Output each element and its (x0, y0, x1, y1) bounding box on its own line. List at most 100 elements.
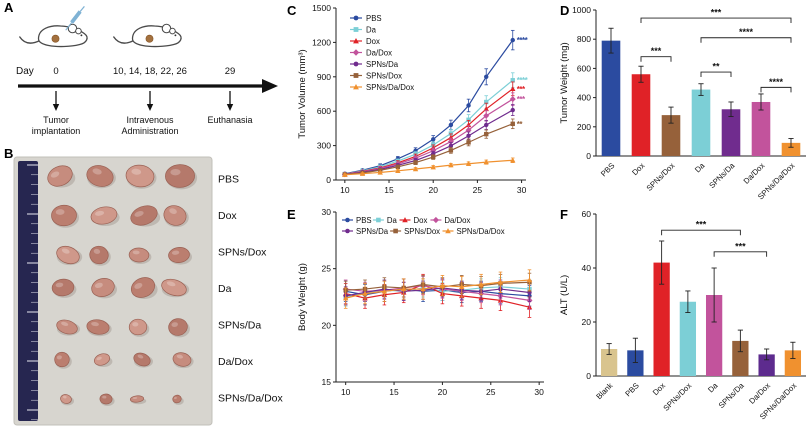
svg-text:10: 10 (341, 387, 351, 397)
legend-item-Da: Da (350, 26, 377, 35)
mouse-tail (19, 36, 41, 44)
tumor-specimen (165, 164, 195, 188)
tumor-specimen (51, 204, 77, 227)
significance-stars: **** (517, 36, 529, 45)
svg-text:15: 15 (322, 377, 332, 387)
timeline-arrowhead (262, 79, 278, 93)
svg-text:SPNs/Da: SPNs/Da (356, 227, 389, 236)
tumor-row-label: SPNs/Da/Dox (218, 393, 284, 405)
svg-text:25: 25 (473, 185, 483, 195)
event-label: implantation (32, 126, 81, 136)
day-value: 0 (53, 66, 58, 77)
tumor-specimen (60, 394, 72, 404)
significance-stars: *** (651, 46, 662, 56)
significance-stars: *** (517, 85, 526, 94)
tumor-specimen (133, 352, 151, 367)
tumor-specimen (56, 245, 80, 265)
tumor-dot (145, 34, 154, 43)
svg-text:20: 20 (438, 387, 448, 397)
svg-text:20: 20 (582, 317, 592, 327)
x-category-label: Da (706, 381, 720, 395)
tumor-specimen (86, 319, 110, 335)
event-label: Administration (121, 126, 178, 136)
mouse-ear (75, 27, 82, 35)
significance-bracket (713, 251, 768, 257)
svg-text:40: 40 (582, 263, 592, 273)
tumor-row-label: Da/Dox (218, 356, 254, 368)
bar-Da/Dox (758, 348, 775, 376)
panel-b-tumor-photo: PBS Dox SPNs/Dox Da SPNs/Da Da/Dox SPNs/Da/Dox (13, 156, 284, 426)
bar-Da (705, 267, 723, 376)
event-arrowhead (146, 104, 154, 111)
tumor-specimen (54, 351, 70, 368)
bar-PBS (601, 27, 621, 156)
tumor-specimen (130, 205, 158, 226)
mouse-icon (19, 5, 88, 48)
x-category-label: PBS (623, 381, 640, 398)
bar-SPNs/Da/Dox (781, 138, 801, 156)
significance-bracket (640, 17, 792, 24)
significance-bracket (760, 86, 792, 93)
significance-stars: **** (769, 77, 784, 87)
svg-text:300: 300 (317, 141, 331, 151)
panel-d-tumor-weight-chart: 0 200 400 600 800 1000 Tumor Weight (mg) PBS Dox… (559, 5, 806, 201)
svg-text:600: 600 (317, 106, 331, 116)
tumor-specimen (125, 164, 155, 188)
bar-SPNs/Da (721, 101, 741, 156)
tumor-specimen (172, 352, 192, 367)
svg-text:600: 600 (577, 63, 591, 73)
panel-e-label: E (287, 207, 296, 222)
bar-Da/Dox (751, 93, 771, 156)
panel-c-label: C (287, 3, 297, 18)
syringe-icon (65, 5, 85, 31)
axes (335, 212, 544, 383)
svg-text:SPNs/Dox: SPNs/Dox (404, 227, 440, 236)
x-category-label: Da/Dox (742, 161, 767, 186)
legend-item-Dox: Dox (350, 37, 380, 46)
panel-c-tumor-volume-chart: 0 300 600 900 1200 1500 10 15 20 25 30 Tumor Volume… (297, 3, 529, 195)
svg-text:1200: 1200 (312, 37, 331, 47)
significance-stars: *** (735, 241, 746, 251)
tumor-row-label: Dox (218, 210, 237, 222)
svg-text:15: 15 (384, 185, 394, 195)
significance-stars: ** (517, 120, 524, 129)
event-arrowhead (52, 104, 60, 111)
svg-text:30: 30 (534, 387, 544, 397)
x-category-label: SPNs/Dox (645, 161, 677, 193)
tumor-specimen (47, 165, 73, 187)
significance-stars: *** (517, 95, 526, 104)
x-category-label: Dox (630, 161, 646, 177)
tumor-specimen (130, 277, 156, 298)
bar-SPNs/Dox (661, 106, 681, 156)
bar-PBS (627, 337, 644, 376)
event-label: Euthanasia (207, 115, 252, 125)
tumor-specimen (128, 318, 148, 336)
x-category-label: Blank (594, 381, 614, 401)
legend-item-PBS: PBS (342, 216, 372, 225)
tumor-specimen (56, 319, 78, 335)
x-category-label: Da/Dox (747, 381, 772, 406)
legend-item-PBS: PBS (350, 14, 382, 23)
significance-bracket (700, 71, 732, 78)
significance-bracket (640, 56, 672, 62)
panel-f-label: F (560, 207, 568, 222)
bar-SPNs/Dox (679, 290, 697, 376)
svg-text:15: 15 (389, 387, 399, 397)
svg-text:800: 800 (577, 34, 591, 44)
svg-text:Da/Dox: Da/Dox (366, 49, 392, 58)
significance-stars: *** (711, 8, 722, 18)
svg-text:900: 900 (317, 72, 331, 82)
tumor-specimen (161, 278, 187, 297)
mouse-tail (113, 36, 135, 44)
bar-SPNs/Da/Dox (784, 341, 802, 376)
tumor-specimen (99, 393, 113, 405)
svg-text:Dox: Dox (414, 216, 428, 225)
legend-item-SPNs/Da/Dox: SPNs/Da/Dox (350, 83, 414, 92)
bar-Dox (631, 65, 651, 156)
legend-item-SPNs/Da/Dox: SPNs/Da/Dox (442, 227, 505, 236)
svg-text:30: 30 (517, 185, 527, 195)
panel-a-label: A (4, 0, 14, 15)
tumor-specimen (128, 247, 150, 263)
